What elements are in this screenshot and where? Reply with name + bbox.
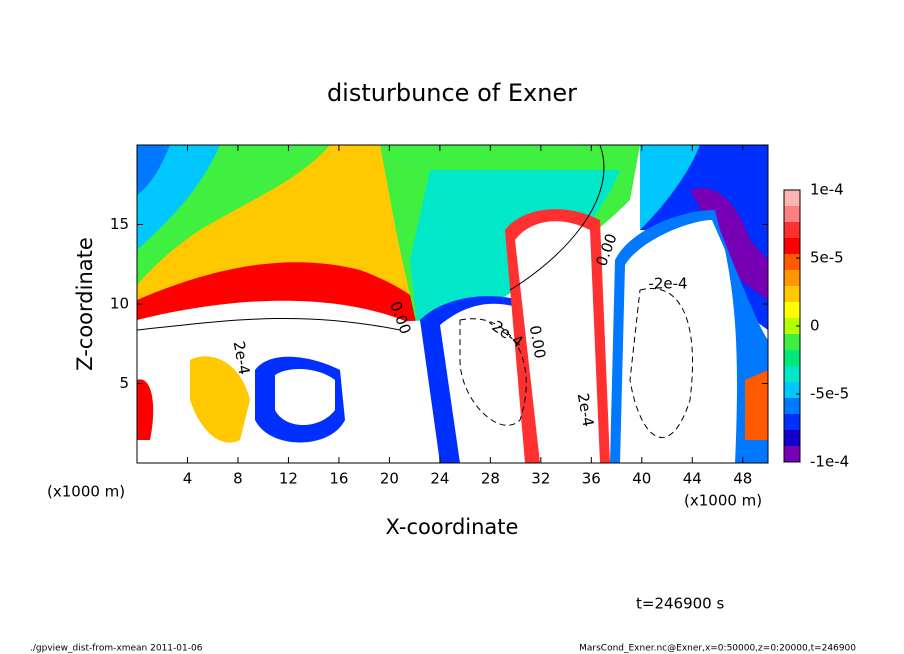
colorbar-swatch (784, 270, 800, 286)
x-tick-label: 40 (632, 470, 651, 488)
x-tick-label: 4 (183, 470, 193, 488)
chart-title: disturbunce of Exner (327, 79, 577, 107)
x-unit: (x1000 m) (684, 492, 762, 510)
footer-left: ./gpview_dist-from-xmean 2011-01-06 (30, 644, 203, 654)
colorbar-swatch (784, 430, 800, 446)
footer-right: MarsCond_Exner.nc@Exner,x=0:50000,z=0:20… (579, 644, 856, 654)
colorbar-swatch (784, 302, 800, 318)
colorbar-swatch (784, 318, 800, 334)
contour-label: -2e-4 (648, 275, 687, 293)
colorbar-swatch (784, 414, 800, 430)
x-tick-label: 8 (233, 470, 243, 488)
x-tick-label: 20 (380, 470, 399, 488)
y-axis-label: Z-coordinate (73, 237, 97, 371)
colorbar-swatch (784, 350, 800, 366)
colorbar-swatch (784, 222, 800, 238)
x-unit: (x1000 m) (47, 483, 125, 501)
y-tick-label: 10 (110, 295, 129, 313)
colorbar-swatch (784, 238, 800, 254)
colorbar-swatch (784, 382, 800, 398)
x-tick-label: 28 (481, 470, 500, 488)
x-tick-label: 48 (733, 470, 752, 488)
colorbar-tick-label: 0 (810, 317, 820, 335)
time-label: t=246900 s (636, 595, 724, 613)
y-tick-label: 5 (119, 374, 129, 392)
colorbar-tick-label: -5e-5 (810, 385, 849, 403)
colorbar-swatch (784, 334, 800, 350)
x-tick-label: 12 (279, 470, 298, 488)
x-tick-label: 16 (329, 470, 348, 488)
field (137, 145, 768, 463)
colorbar-swatch (784, 446, 800, 462)
colorbar-swatch (784, 398, 800, 414)
x-tick-label: 24 (430, 470, 449, 488)
contour-label: 2e-4 (574, 392, 598, 428)
x-tick-label: 32 (531, 470, 550, 488)
contour-label: 2e-4 (230, 340, 254, 376)
colorbar-swatch (784, 190, 800, 206)
colorbar-swatch (784, 206, 800, 222)
colorbar-swatch (784, 286, 800, 302)
colorbar-tick-label: 1e-4 (810, 181, 844, 199)
x-tick-label: 36 (582, 470, 601, 488)
x-tick-label: 44 (683, 470, 702, 488)
x-axis-label: X-coordinate (386, 515, 519, 539)
colorbar-swatch (784, 254, 800, 270)
colorbar-tick-label: 5e-5 (810, 249, 844, 267)
y-tick-label: 15 (110, 215, 129, 233)
colorbar-swatch (784, 366, 800, 382)
colorbar-tick-label: -1e-4 (810, 453, 849, 471)
contour-label: 0.00 (526, 324, 550, 360)
